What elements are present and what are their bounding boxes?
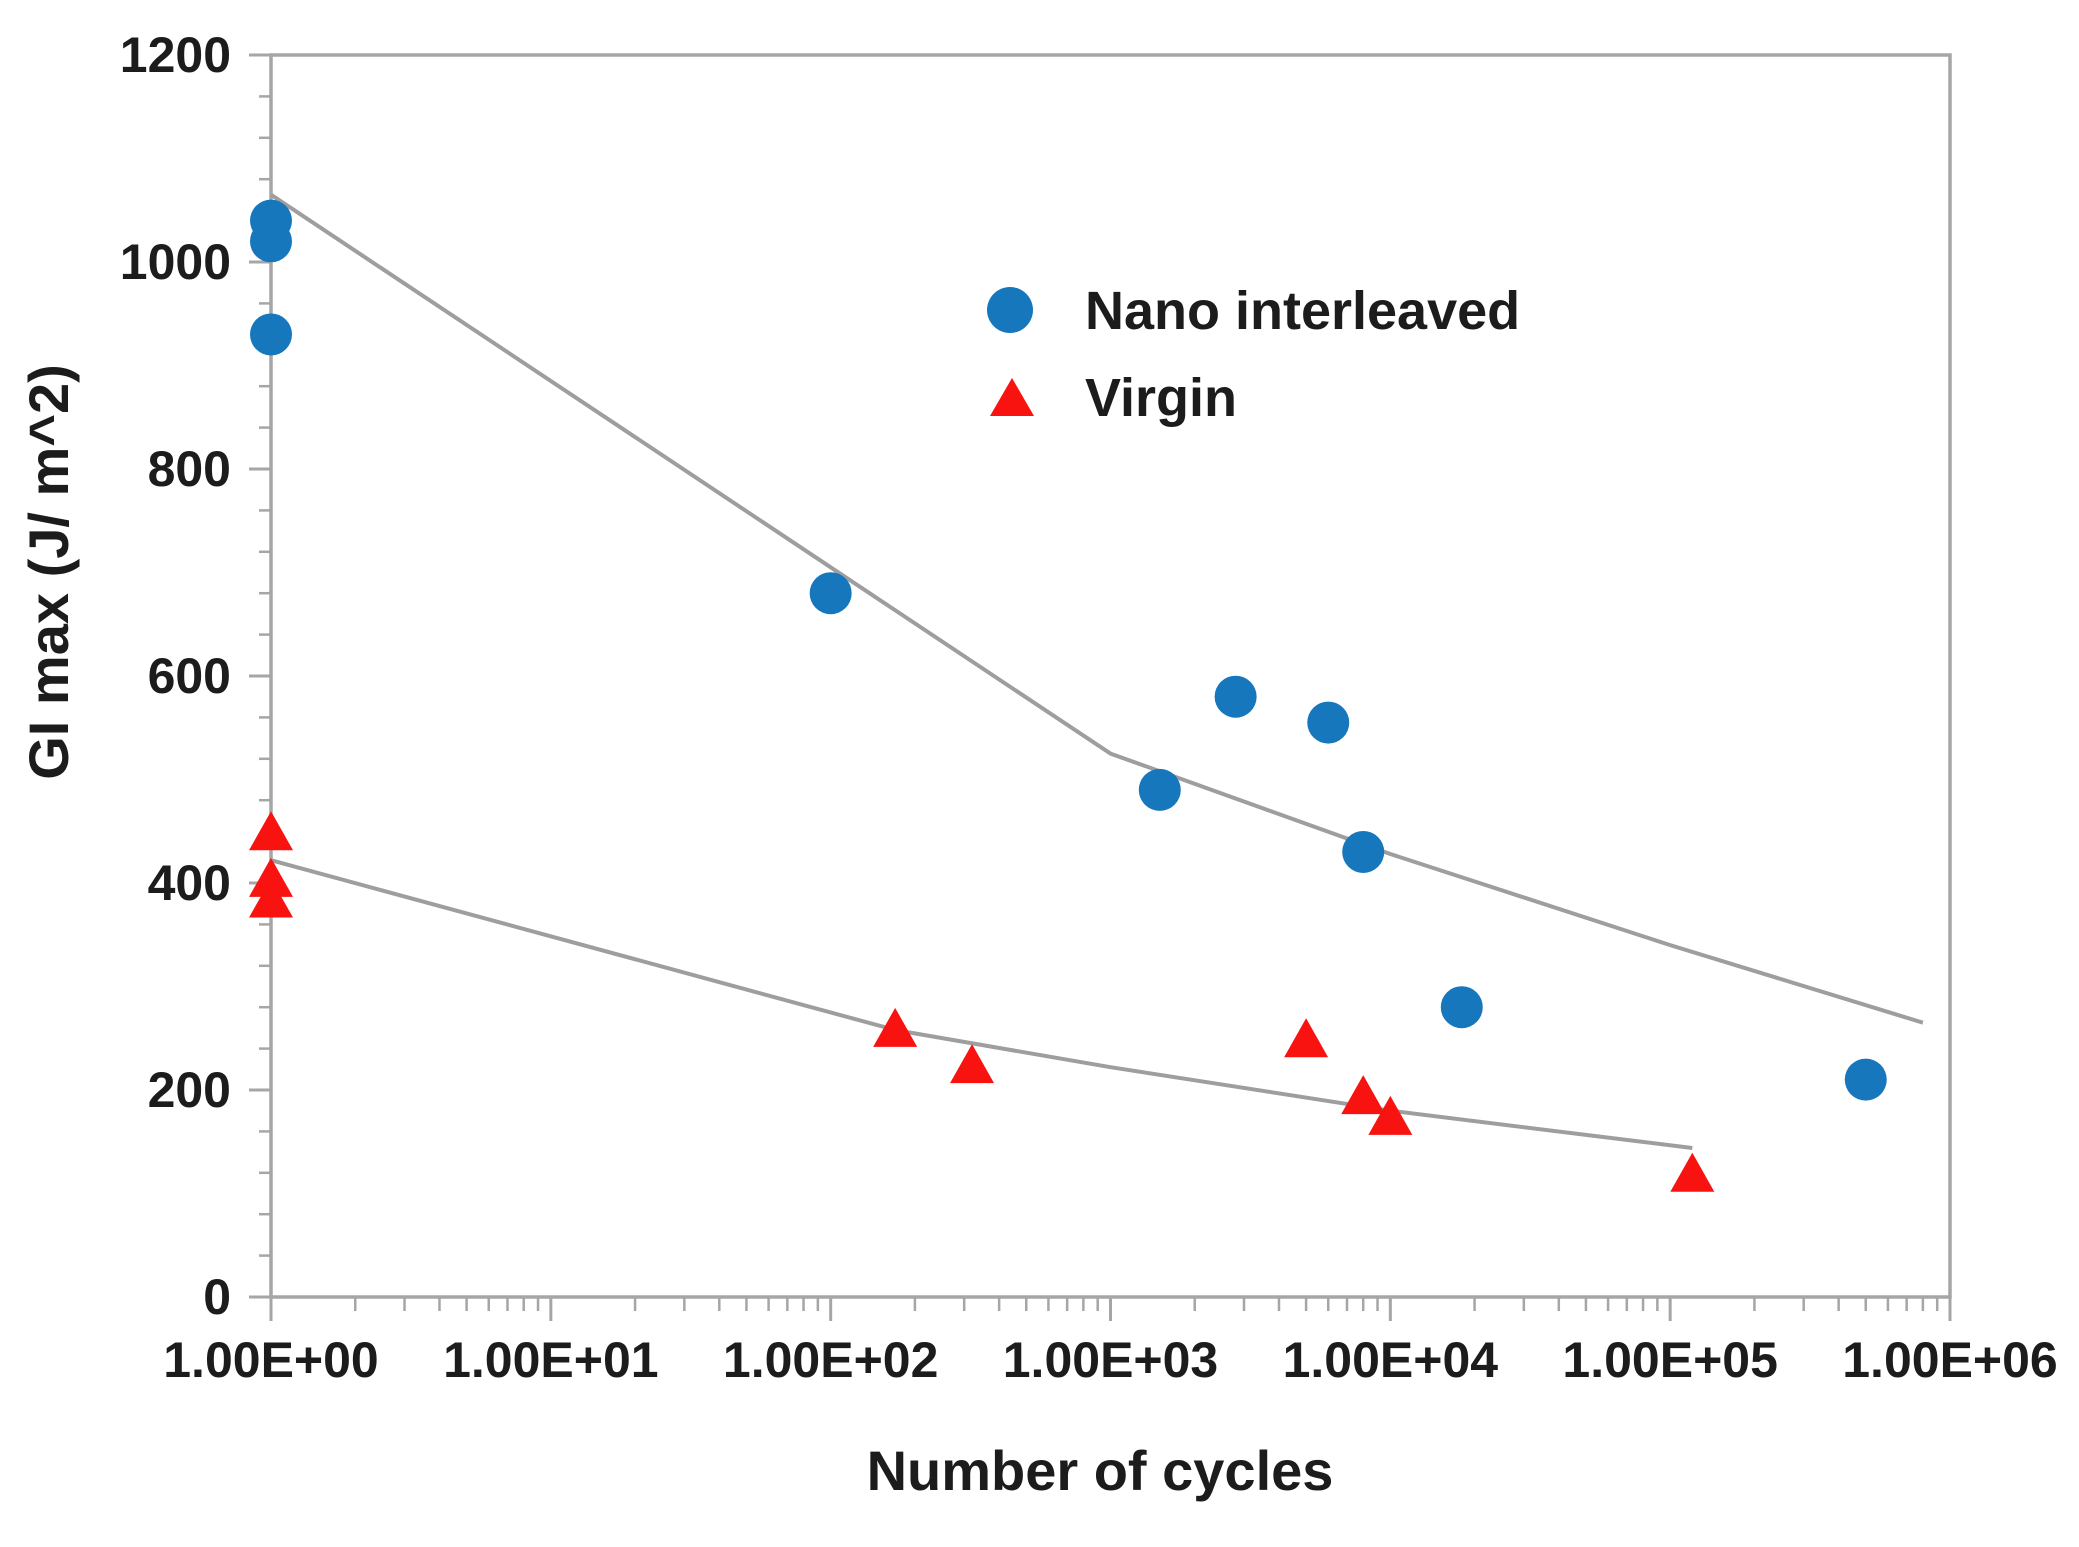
virgin-data-point <box>249 878 293 918</box>
nano-data-point <box>1307 701 1350 744</box>
x-axis-title: Number of cycles <box>867 1439 1334 1502</box>
nano-data-point <box>1138 768 1181 811</box>
axis-tick-labels: 0 200 400 600 800 1000 1200 1.00E+00 1.00E+01 1.0… <box>120 27 2058 1388</box>
virgin-data-point <box>1670 1152 1715 1192</box>
trend-line <box>270 858 1693 1150</box>
legend-item-virgin: Virgin <box>990 368 1237 428</box>
virgin-data-point <box>249 857 293 897</box>
x-tick-label: 1.00E+05 <box>1562 1332 1777 1388</box>
y-tick-label: 200 <box>148 1062 231 1118</box>
trend-lines <box>269 193 1924 1150</box>
nano-data-point <box>1844 1058 1887 1101</box>
legend-item-nano: Nano interleaved <box>987 281 1520 341</box>
virgin-data-point <box>1368 1095 1413 1135</box>
nano-circle-legend-icon <box>987 287 1033 333</box>
legend-label-virgin: Virgin <box>1085 368 1237 428</box>
virgin-data-point <box>1341 1075 1386 1115</box>
y-tick-label: 1200 <box>120 27 231 83</box>
nano-data-point <box>1214 675 1257 718</box>
x-tick-label: 1.00E+04 <box>1283 1332 1499 1388</box>
nano-data-point <box>250 220 292 263</box>
virgin-data-point <box>873 1007 918 1047</box>
y-tick-label: 400 <box>148 855 231 911</box>
x-tick-label: 1.00E+06 <box>1842 1332 2057 1388</box>
nano-data-point <box>1342 830 1385 873</box>
nano-data-point <box>1440 986 1483 1029</box>
data-points <box>249 199 1887 1192</box>
x-tick-label: 1.00E+02 <box>723 1332 938 1388</box>
legend: Nano interleaved Virgin <box>987 281 1520 428</box>
x-tick-label: 1.00E+03 <box>1003 1332 1218 1388</box>
axis-ticks <box>249 53 1952 1321</box>
y-tick-label: 1000 <box>120 234 231 290</box>
trend-line <box>269 193 1924 1025</box>
nano-data-point <box>250 313 292 356</box>
x-tick-label: 1.00E+00 <box>163 1332 378 1388</box>
virgin-data-point <box>1284 1018 1329 1058</box>
y-tick-label: 0 <box>203 1269 231 1325</box>
virgin-triangle-legend-icon <box>990 378 1034 416</box>
y-tick-label: 800 <box>148 441 231 497</box>
y-axis-title: GI max (J/ m^2) <box>17 364 80 780</box>
x-tick-label: 1.00E+01 <box>443 1332 658 1388</box>
legend-label-nano: Nano interleaved <box>1085 281 1520 341</box>
virgin-data-point <box>249 811 293 851</box>
plot-area-border <box>269 53 1952 1299</box>
y-tick-label: 600 <box>148 648 231 704</box>
virgin-data-point <box>950 1044 995 1084</box>
nano-data-point <box>809 572 852 615</box>
